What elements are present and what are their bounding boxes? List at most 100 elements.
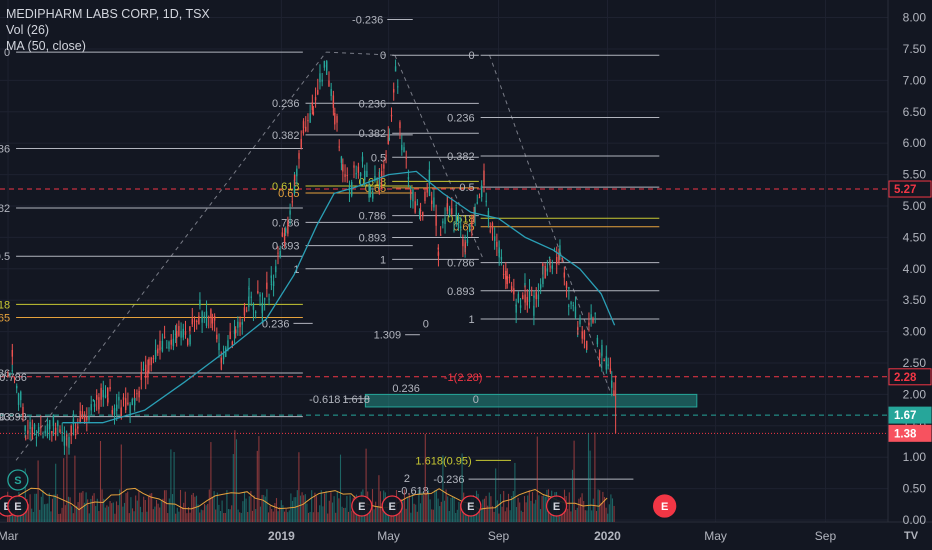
event-marker[interactable]: E: [460, 495, 482, 517]
volume-bar: [570, 511, 572, 522]
volume-bar: [71, 506, 73, 522]
event-marker[interactable]: E: [653, 494, 677, 518]
candle-body: [174, 333, 177, 335]
volume-bar: [186, 513, 188, 522]
volume-bar: [197, 504, 199, 522]
candle-body: [609, 368, 612, 373]
volume-bar: [322, 506, 324, 522]
event-marker[interactable]: E: [545, 495, 568, 517]
volume-bar: [482, 499, 484, 522]
candle-body: [594, 313, 596, 315]
volume-bar: [295, 497, 297, 522]
volume-bar: [173, 452, 175, 522]
volume-bar: [32, 511, 34, 522]
volume-bar: [69, 497, 71, 522]
candle-body: [546, 268, 549, 272]
volume-bar: [160, 501, 162, 522]
volume-bar: [93, 493, 95, 522]
candle-body: [191, 318, 193, 325]
y-tick-label: 4.00: [903, 262, 927, 276]
volume-bar: [584, 510, 586, 522]
volume-bar: [517, 497, 519, 522]
volume-bar: [128, 513, 130, 522]
candle-body: [83, 415, 86, 423]
volume-bar: [106, 505, 108, 522]
candle-body: [37, 427, 40, 432]
candle-body: [410, 189, 412, 194]
volume-bar: [501, 506, 503, 522]
candle-body: [485, 200, 487, 203]
y-tick-label: 5.00: [903, 199, 927, 213]
candle-body: [122, 397, 125, 400]
volume-bar: [330, 492, 332, 522]
candle-body: [272, 281, 275, 287]
event-marker[interactable]: E: [381, 495, 403, 517]
candle-body: [7, 375, 9, 377]
volume-bar: [216, 492, 218, 522]
legend-volume[interactable]: Vol (26): [6, 23, 50, 37]
volume-bar: [291, 500, 294, 522]
volume-bar: [189, 512, 191, 522]
volume-bar: [427, 490, 430, 522]
candle-body: [100, 387, 102, 400]
price-tag: 1.38: [888, 424, 932, 442]
candle-body: [296, 168, 298, 177]
volume-bar: [91, 495, 94, 522]
candle-body: [414, 201, 416, 213]
candle-body: [239, 322, 241, 328]
fib-level-label: 0.382: [359, 128, 387, 140]
candle-body: [342, 164, 344, 172]
candle-body: [357, 166, 360, 173]
volume-bar: [64, 505, 66, 522]
volume-bar: [571, 469, 574, 522]
candle-body: [186, 339, 189, 345]
price-tag-box: [888, 406, 932, 424]
volume-bar: [120, 444, 122, 522]
volume-bar: [223, 512, 225, 522]
legend-title[interactable]: MEDIPHARM LABS CORP, 1D, TSX: [6, 7, 210, 21]
candle-body: [583, 330, 586, 340]
candle-body: [311, 102, 314, 111]
candle-body: [166, 347, 168, 349]
volume-bar: [219, 510, 222, 522]
volume-bar: [298, 452, 300, 522]
volume-bar: [255, 509, 257, 522]
candle-body: [517, 293, 520, 303]
candle-body: [455, 205, 457, 207]
volume-bar: [327, 513, 329, 522]
volume-bar: [507, 493, 510, 522]
x-tick-label: Mar: [0, 529, 18, 543]
candle-body: [397, 86, 399, 88]
volume-bar: [514, 462, 516, 522]
event-marker[interactable]: E: [351, 495, 373, 517]
volume-bar: [459, 503, 462, 522]
volume-bar: [192, 492, 194, 522]
event-circle: [460, 495, 482, 517]
volume-bar: [543, 495, 545, 522]
volume-bar: [152, 509, 154, 522]
volume-bar: [520, 510, 522, 522]
candle-body: [63, 436, 66, 446]
candle-body: [293, 174, 296, 181]
candle-body: [129, 404, 131, 414]
candle-body: [326, 61, 328, 71]
candle-body: [125, 398, 127, 411]
candle-body: [59, 429, 61, 433]
candle-body: [574, 306, 577, 318]
x-tick-label: 2020: [594, 529, 621, 543]
candle-body: [596, 337, 599, 345]
fib-extension-label: -0.618: [309, 394, 340, 406]
event-marker[interactable]: E: [7, 495, 29, 517]
volume-bar: [149, 493, 151, 522]
event-marker[interactable]: S: [7, 469, 29, 491]
legend-ma[interactable]: MA (50, close): [6, 39, 86, 53]
candle-body: [428, 169, 431, 185]
volume-bar: [594, 432, 596, 522]
volume-bar: [325, 490, 327, 522]
tradingview-logo-icon[interactable]: TV: [904, 530, 919, 542]
volume-bar: [215, 509, 217, 522]
volume-bar: [424, 433, 426, 522]
candle-body: [533, 295, 535, 298]
volume-bar: [200, 509, 202, 522]
